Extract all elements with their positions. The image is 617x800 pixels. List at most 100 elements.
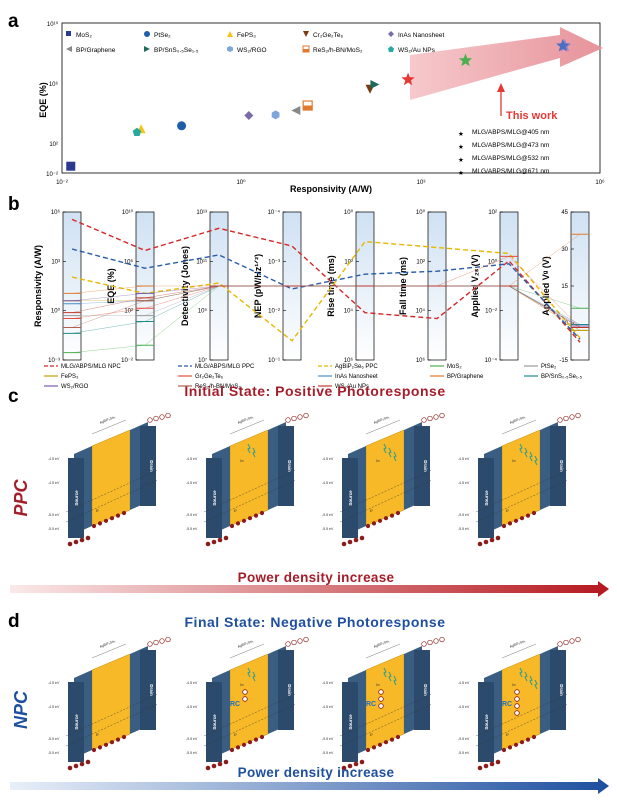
legend-swatch — [303, 31, 309, 37]
photon-label: hv — [512, 459, 516, 463]
axis-tick-label: 10⁴ — [416, 308, 426, 315]
carrier-circle — [229, 523, 235, 529]
axis-tick-label: 10⁻³ — [268, 259, 280, 265]
material-arrow — [365, 419, 401, 435]
panel-a-xlabel: Responsivity (A/W) — [290, 184, 372, 194]
carrier-circle — [67, 765, 73, 771]
carrier-circle — [433, 638, 439, 644]
carrier-circle — [147, 417, 153, 423]
lightning-icon — [252, 447, 256, 458]
energy-level-label: -4.5 eV — [48, 681, 60, 685]
device-schematic: Source Drain AgBiP₂Se₆ -4.5 eV -4.5 eV -5.5 e… — [186, 412, 309, 547]
carrier-circle — [285, 417, 291, 423]
drain-label: Drain — [287, 460, 292, 472]
axis-tick-label: 10² — [124, 309, 133, 315]
carrier-circle — [495, 759, 501, 765]
energy-level-label: -5.5 eV — [48, 513, 60, 517]
carrier-circle — [353, 761, 359, 767]
panel-a-ylabel: EQE (%) — [38, 82, 48, 118]
fermi-label: Eᶠ — [96, 733, 99, 737]
carrier-circle — [525, 513, 531, 518]
carrier-circle — [513, 518, 519, 523]
energy-level-label: -4.5 eV — [186, 481, 198, 485]
axis-tick-label: 10² — [488, 210, 497, 216]
recombination-label: RC — [366, 701, 376, 708]
carrier-circle — [291, 639, 297, 646]
carrier-circle — [439, 636, 445, 643]
material-arrow — [365, 643, 401, 659]
legend-entry: BP/Graphene — [447, 374, 484, 380]
lightning-icon — [529, 675, 533, 686]
data-point — [458, 53, 473, 67]
ppc-side-label: PPC — [11, 478, 31, 516]
panel-d-power-label: Power density increase — [238, 765, 395, 780]
fermi-label: Eᶠ — [96, 509, 99, 513]
carrier-circle — [247, 516, 253, 521]
trap-circle — [514, 689, 520, 695]
legend-entry: WS₂/Au NPs — [335, 384, 369, 390]
data-point — [66, 161, 76, 171]
carrier-circle — [531, 734, 537, 740]
energy-level-label: -5.5 eV — [322, 737, 334, 741]
lightning-icon — [247, 443, 251, 454]
drain-electrode — [550, 426, 566, 506]
carrier-circle — [421, 417, 427, 423]
photon-label: hv — [376, 683, 380, 687]
drain-label: Drain — [423, 684, 428, 696]
data-point — [291, 106, 301, 115]
panel-d-devices: Source Drain AgBiP₂Se₆ -4.5 eV -4.5 eV -5.5 e… — [48, 636, 581, 771]
carrier-circle — [569, 414, 575, 420]
axis-label: EQE (%) — [106, 268, 116, 304]
energy-level-label: -4.5 eV — [186, 705, 198, 709]
source-electrode — [206, 682, 222, 762]
carrier-circle — [73, 763, 79, 769]
legend-star-icon: ★ — [458, 143, 464, 151]
band-line — [203, 693, 297, 737]
energy-level-label: -5.5 eV — [186, 737, 198, 741]
photon-label: hv — [240, 683, 244, 687]
legend-entry: MLG/ABPS/MLG@532 nm — [472, 155, 549, 162]
carrier-circle — [259, 734, 265, 740]
axis-tick-label: 10⁶ — [416, 357, 426, 364]
carrier-circle — [489, 537, 495, 543]
band-line — [339, 469, 433, 513]
lightning-icon — [524, 671, 528, 682]
carrier-circle — [115, 513, 121, 518]
carrier-circle — [501, 747, 507, 753]
axis-tick-label: 10² — [416, 259, 425, 265]
photon-label: hv — [376, 459, 380, 463]
source-label: Source — [484, 714, 489, 730]
trap-circle — [514, 710, 520, 716]
material-label: AgBiP₂Se₆ — [237, 639, 255, 649]
panel-b-label: b — [8, 194, 20, 215]
source-electrode — [68, 458, 84, 538]
band-line — [339, 693, 433, 737]
source-electrode — [206, 458, 222, 538]
carrier-circle — [91, 747, 97, 753]
panel-d-title: Final State: Negative Photoresponse — [185, 614, 446, 630]
axis-tick-label: -15 — [559, 358, 568, 364]
carrier-circle — [395, 510, 401, 516]
source-label: Source — [212, 714, 217, 730]
energy-level-label: -4.5 eV — [186, 681, 198, 685]
band-line — [475, 703, 569, 747]
power-arrow-blue — [10, 778, 609, 794]
data-point — [556, 38, 570, 52]
carrier-circle — [103, 518, 109, 523]
this-work-label: This work — [506, 110, 558, 122]
drain-electrode — [140, 650, 156, 730]
fermi-label: Eᶠ — [506, 733, 509, 737]
band-line — [339, 703, 433, 747]
carrier-circle — [211, 763, 217, 769]
axis-tick-label: 10⁻¹ — [268, 358, 280, 364]
carrier-circle — [341, 765, 347, 771]
material-label: AgBiP₂Se₆ — [509, 639, 527, 649]
carrier-circle — [557, 417, 563, 423]
carrier-circle — [383, 516, 389, 521]
legend-swatch — [144, 46, 150, 52]
energy-level-label: -4.5 eV — [458, 457, 470, 461]
material-label: AgBiP₂Se₆ — [373, 415, 391, 425]
legend-entry: MoS₂ — [447, 364, 462, 370]
lightning-icon — [388, 447, 392, 458]
carrier-circle — [477, 541, 483, 547]
